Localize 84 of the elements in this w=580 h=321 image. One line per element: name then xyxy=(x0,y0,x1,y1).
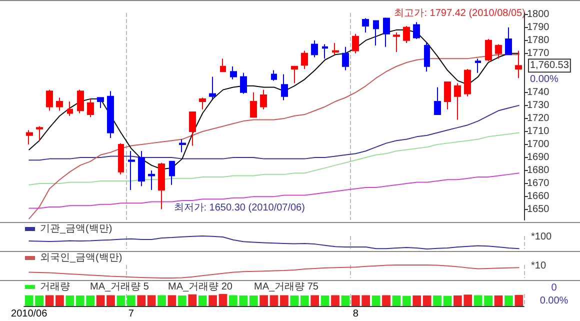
candlestick xyxy=(138,150,145,187)
candlestick xyxy=(322,44,328,60)
legend-label: 기관_금액(백만) xyxy=(40,224,112,234)
text: 0.00% xyxy=(530,74,558,86)
candlestick xyxy=(485,38,492,62)
text: MA_거래량 5 xyxy=(90,282,150,292)
legend-label: 거래량 xyxy=(40,282,70,292)
candlestick xyxy=(189,111,196,146)
candlestick xyxy=(383,17,390,48)
candlestick xyxy=(495,44,502,60)
candlestick xyxy=(281,74,288,101)
candlestick xyxy=(77,89,84,114)
line-series xyxy=(28,104,520,161)
candlestick xyxy=(128,150,135,191)
candlestick xyxy=(505,26,512,56)
candlestick xyxy=(475,58,481,74)
line-series xyxy=(28,54,520,220)
candlestick xyxy=(413,22,420,40)
y-tick-label: 1670 xyxy=(527,178,550,190)
candlestick xyxy=(403,26,410,44)
candlestick xyxy=(464,68,471,97)
candlestick xyxy=(230,66,237,80)
text: *100 xyxy=(531,232,552,242)
candlestick xyxy=(118,142,124,175)
y-tick-label: 1740 xyxy=(527,86,550,98)
y-tick-label: 1780 xyxy=(527,34,550,46)
candlestick xyxy=(199,97,206,110)
candlestick xyxy=(393,32,400,53)
candlestick xyxy=(373,20,379,46)
line-series xyxy=(28,132,520,186)
y-tick-label: 1660 xyxy=(527,191,550,202)
annotation: 최고가: 1797.42 (2010/08/05) xyxy=(394,8,526,20)
y-tick-label: 1650 xyxy=(527,204,550,216)
candlestick xyxy=(454,82,461,120)
y-tick-label: 1680 xyxy=(527,165,550,176)
x-tick-label: 7 xyxy=(128,308,134,320)
y-tick-label: 1790 xyxy=(527,22,550,33)
candlestick xyxy=(332,42,339,56)
x-tick-label: 8 xyxy=(352,308,359,320)
y-tick-label: 1700 xyxy=(527,138,550,150)
text: 0 xyxy=(551,282,558,294)
candlestick xyxy=(26,130,33,145)
candlestick xyxy=(444,82,451,110)
y-tick-label: 1770 xyxy=(527,48,550,59)
candlestick xyxy=(97,97,104,109)
candlestick xyxy=(301,50,308,70)
x-tick-label: 2010/06 xyxy=(11,308,48,320)
annotation: 최저가: 1650.30 (2010/07/06) xyxy=(174,202,305,214)
candlestick xyxy=(515,50,522,79)
candlestick xyxy=(209,76,216,100)
candlestick xyxy=(352,33,359,54)
candlestick xyxy=(179,138,186,153)
candlestick xyxy=(220,58,226,72)
candlestick xyxy=(362,18,369,34)
candlestick xyxy=(46,89,53,112)
candlestick xyxy=(67,101,73,116)
text: MA_거래량 20 xyxy=(168,282,233,292)
text: *10 xyxy=(531,260,546,272)
candlestick xyxy=(434,86,441,116)
candlestick xyxy=(56,97,63,112)
line-series xyxy=(28,29,520,170)
candlestick xyxy=(158,162,165,210)
candlestick xyxy=(291,66,298,84)
y-tick-label: 1730 xyxy=(527,100,550,111)
candlestick xyxy=(87,98,94,118)
candlestick xyxy=(107,90,114,138)
candlestick xyxy=(169,160,175,186)
legend-label: 외국인_금액(백만) xyxy=(40,252,122,264)
y-tick-label: 1720 xyxy=(527,112,550,124)
candlestick xyxy=(36,126,43,142)
candlestick xyxy=(240,72,247,94)
y-tick-label: 1690 xyxy=(527,152,550,164)
y-tick-label: 1800 xyxy=(527,8,550,20)
candlestick xyxy=(271,70,277,82)
candlestick xyxy=(260,89,267,110)
candlestick xyxy=(342,46,349,71)
candlestick xyxy=(424,42,430,72)
y-tick-label: 1710 xyxy=(527,126,550,137)
text: MA_거래량 75 xyxy=(254,282,319,292)
candlestick xyxy=(311,40,318,58)
text: 0.00% xyxy=(540,296,568,306)
candlestick xyxy=(148,170,155,191)
text: 1,760.53 xyxy=(530,60,570,72)
candlestick xyxy=(250,92,257,118)
